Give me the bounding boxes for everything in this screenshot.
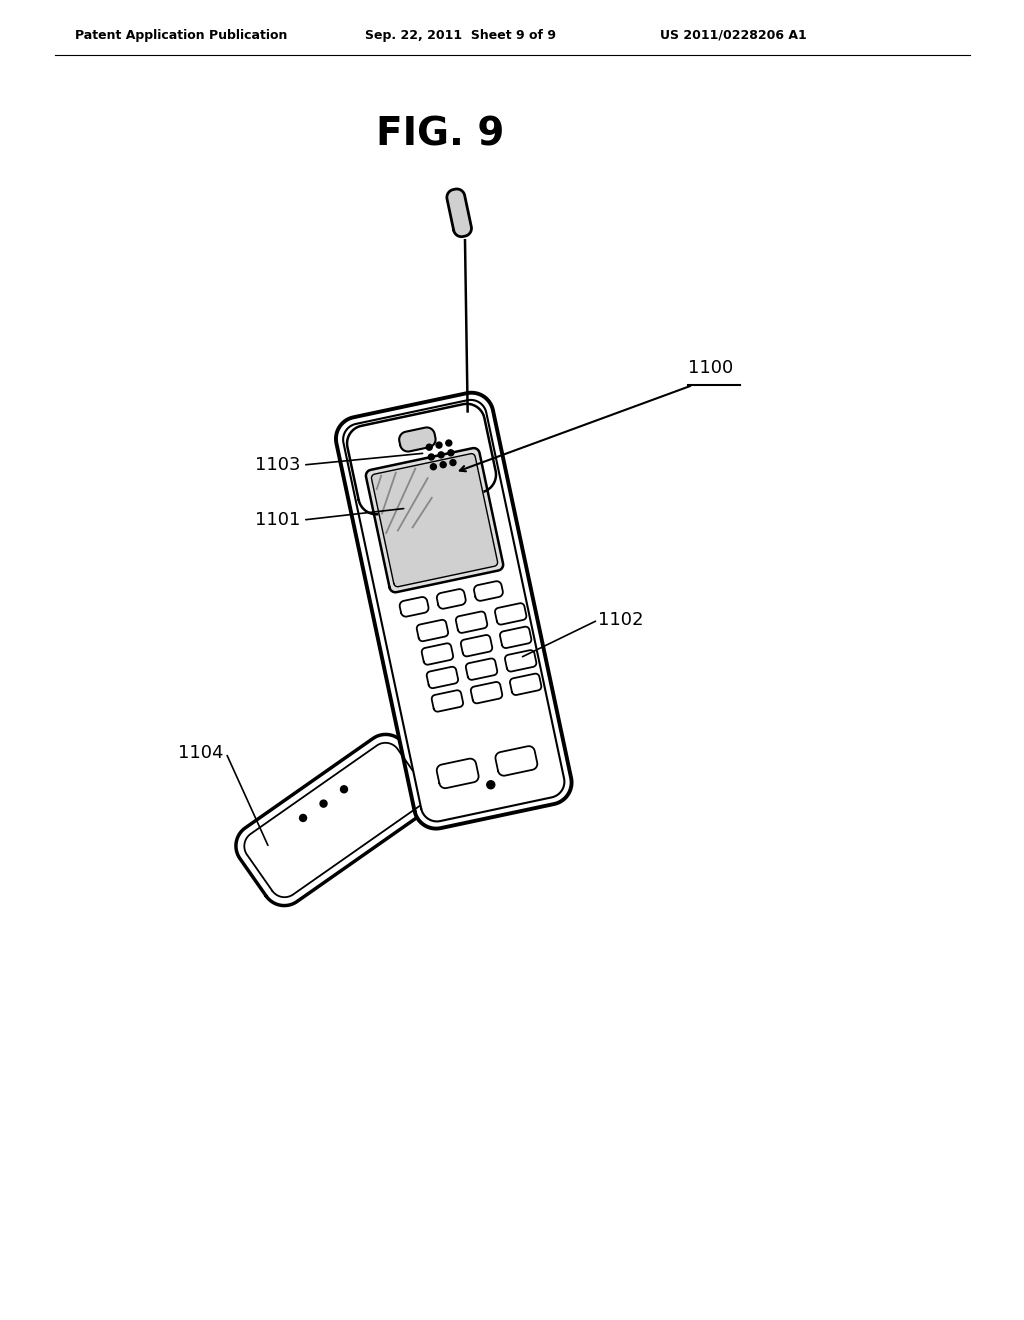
Text: FIG. 9: FIG. 9 — [376, 116, 504, 154]
Circle shape — [438, 451, 444, 458]
Polygon shape — [432, 690, 463, 711]
Polygon shape — [245, 743, 426, 898]
Circle shape — [300, 814, 306, 821]
Text: US 2011/0228206 A1: US 2011/0228206 A1 — [660, 29, 807, 41]
Polygon shape — [399, 428, 435, 451]
Polygon shape — [372, 454, 498, 586]
Polygon shape — [461, 635, 493, 656]
Polygon shape — [422, 643, 453, 665]
Circle shape — [445, 440, 452, 446]
Polygon shape — [399, 597, 428, 616]
Polygon shape — [446, 189, 471, 236]
Polygon shape — [417, 620, 449, 642]
Polygon shape — [336, 393, 571, 829]
Polygon shape — [510, 673, 542, 696]
Circle shape — [428, 454, 434, 459]
Text: 1101: 1101 — [255, 511, 300, 529]
Text: Patent Application Publication: Patent Application Publication — [75, 29, 288, 41]
Polygon shape — [366, 447, 503, 593]
Circle shape — [341, 785, 347, 793]
Polygon shape — [236, 734, 434, 906]
Text: 1103: 1103 — [255, 455, 300, 474]
Text: 1100: 1100 — [688, 359, 733, 378]
Circle shape — [430, 463, 436, 470]
Polygon shape — [343, 400, 564, 821]
Circle shape — [426, 445, 432, 450]
Polygon shape — [495, 603, 526, 624]
Text: 1104: 1104 — [178, 744, 223, 762]
Text: 1102: 1102 — [598, 611, 643, 630]
Polygon shape — [427, 667, 458, 688]
Polygon shape — [456, 611, 487, 632]
Circle shape — [447, 450, 454, 455]
Polygon shape — [437, 589, 466, 609]
Circle shape — [486, 780, 495, 789]
Polygon shape — [496, 746, 538, 776]
Polygon shape — [437, 759, 478, 788]
Circle shape — [440, 462, 446, 467]
Text: Sep. 22, 2011  Sheet 9 of 9: Sep. 22, 2011 Sheet 9 of 9 — [365, 29, 556, 41]
Circle shape — [321, 800, 327, 807]
Polygon shape — [505, 651, 537, 672]
Polygon shape — [500, 627, 531, 648]
Polygon shape — [474, 581, 503, 601]
Polygon shape — [347, 404, 496, 515]
Circle shape — [450, 459, 456, 466]
Polygon shape — [466, 659, 498, 680]
Polygon shape — [471, 682, 502, 704]
Circle shape — [436, 442, 442, 447]
